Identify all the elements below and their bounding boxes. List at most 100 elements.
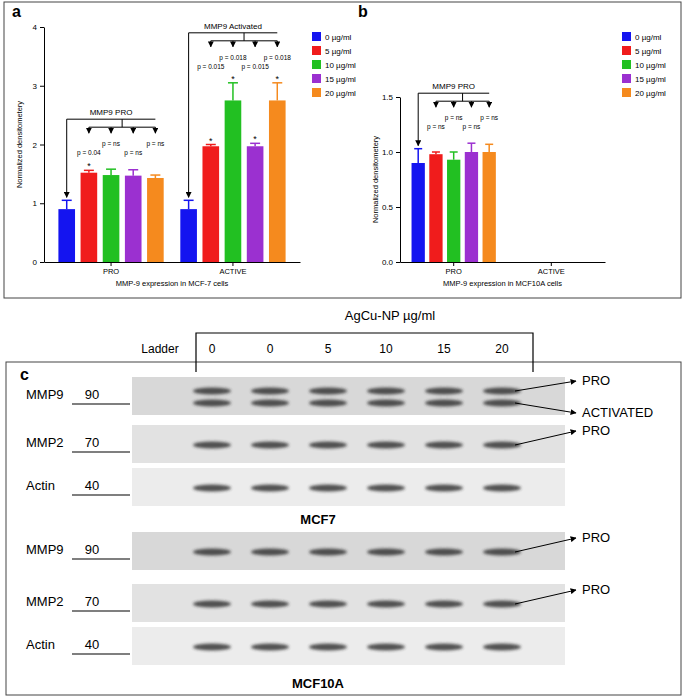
y-tick-label: 0.5 [382,203,394,212]
error-cap [62,200,72,202]
size-marker-label: 90 [85,542,99,557]
size-marker-label: 70 [85,594,99,609]
error-cap [184,200,194,202]
bar [147,178,164,262]
legend-swatch [622,88,631,97]
legend-swatch [312,88,321,97]
bracket-line [189,32,278,33]
band-label: PRO [582,582,610,597]
blot-band [425,644,463,651]
y-tick-mark [396,262,400,263]
frame-bottom [6,362,681,695]
error-cap [450,151,458,153]
significance-mark: * [276,74,280,84]
group-label: MMP9 Activated [204,22,262,31]
blot-band [367,644,405,651]
band-arrow [515,381,576,391]
blot-band [425,442,463,449]
error-stem [132,170,134,176]
blot-band [251,400,289,407]
plot-area [58,83,285,262]
error-cap [128,169,138,171]
bracket-stem [462,93,463,101]
bar [429,154,442,262]
size-marker-line [72,451,130,452]
legend-swatch [312,60,321,69]
bar [465,152,478,262]
legend-label: 15 µg/ml [325,75,356,84]
band-label: ACTIVATED [582,405,653,420]
lane-label: 20 [495,342,509,356]
error-bar [128,170,138,176]
y-tick: 0.5 [382,203,400,212]
y-tick: 2 [33,141,44,150]
legend-label: 20 µg/ml [635,89,666,98]
error-stem [453,152,455,160]
error-bar [467,143,475,152]
legend-label: 5 µg/ml [325,47,352,56]
significance-mark: * [253,134,257,144]
error-bar [106,169,116,175]
plot-area [412,143,496,262]
x-tick-mark [453,262,454,266]
band-arrow [515,590,576,604]
y-tick: 3 [33,82,44,91]
error-bar [62,200,72,209]
error-bar [414,149,422,163]
size-marker-line [72,653,130,654]
band-arrow [515,538,576,552]
error-bar [432,152,440,154]
bar [269,100,286,262]
x-axis: PROACTIVE [45,262,301,276]
y-axis-line [400,98,401,263]
p-value-label: p = 0.015 [197,63,225,71]
band-label: PRO [582,373,610,388]
protein-label: MMP2 [26,435,64,450]
blot-band [367,601,405,608]
legend-swatch [312,32,321,41]
panel-label: b [358,3,368,20]
protein-label: MMP9 [26,387,64,402]
blot-band [309,388,347,395]
blot-band [309,442,347,449]
blot-band [193,388,231,395]
y-tick-mark [396,207,400,208]
x-axis: PROACTIVE [401,262,606,276]
bracket-arrow [155,127,156,133]
blot-band [367,388,405,395]
blot-band [251,601,289,608]
error-stem [66,200,68,209]
error-cap [432,151,440,153]
bar [58,209,75,262]
p-value-label: p = ns [427,123,446,131]
legend: 0 µg/ml5 µg/ml10 µg/ml15 µg/ml20 µg/ml [312,32,356,98]
error-bar [485,144,493,152]
blot-band [483,644,521,651]
blot-band [367,485,405,492]
error-bar [450,152,458,160]
blot-band [367,442,405,449]
error-stem [488,144,490,152]
size-marker-label: 40 [85,478,99,493]
error-cap [150,174,160,176]
error-bar [150,175,160,178]
bracket-arrow [210,41,211,47]
x-tick-label: ACTIVE [219,267,246,276]
cell-line-label: MCF10A [292,676,345,691]
bracket-arrow [66,119,67,197]
error-stem [417,149,419,163]
frame-top [4,2,681,298]
ladder-label: Ladder [141,342,178,356]
significance-mark: * [87,161,91,171]
y-tick-mark [396,152,400,153]
protein-label: Actin [26,637,55,652]
lane-label: 10 [379,342,393,356]
y-tick-mark [396,97,400,98]
x-axis-line [401,262,606,263]
y-tick-label: 1.5 [382,93,394,102]
blot-band [193,644,231,651]
blot-band [193,442,231,449]
error-bar [272,83,282,101]
lane-label: 15 [437,342,451,356]
y-tick: 4 [33,23,44,32]
